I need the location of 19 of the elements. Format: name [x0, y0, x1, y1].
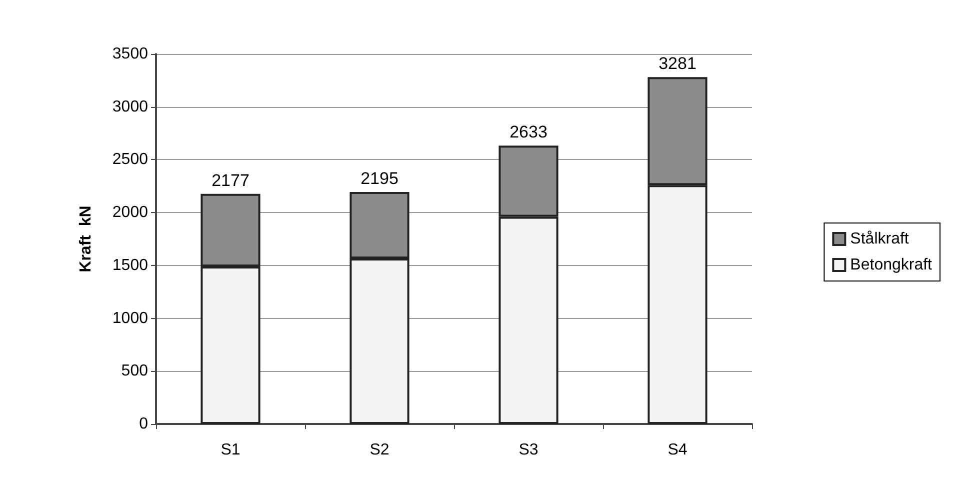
total-label: 2177: [212, 170, 250, 190]
y-tick-label: 0: [139, 416, 148, 432]
total-label: 2195: [360, 168, 398, 188]
x-tick-label: S3: [518, 442, 538, 458]
y-tick-label: 1500: [112, 256, 148, 274]
legend-label: Betongkraft: [850, 256, 933, 274]
total-label: 3281: [658, 54, 696, 74]
y-tick-label: 500: [121, 362, 148, 380]
x-tick-label: S4: [668, 442, 688, 458]
y-tick-label: 2000: [112, 204, 148, 222]
y-tick-label: 1000: [112, 310, 148, 327]
legend-label: Stålkraft: [850, 230, 910, 248]
total-label: 2633: [510, 122, 548, 142]
y-tick-label: 2500: [112, 151, 148, 168]
y-tick-label: 3500: [112, 46, 148, 62]
y-tick-label: 3000: [112, 98, 148, 116]
y-axis-title: Kraft kN: [78, 206, 94, 272]
x-tick-label: S2: [370, 442, 390, 458]
x-tick-label: S1: [220, 442, 240, 458]
